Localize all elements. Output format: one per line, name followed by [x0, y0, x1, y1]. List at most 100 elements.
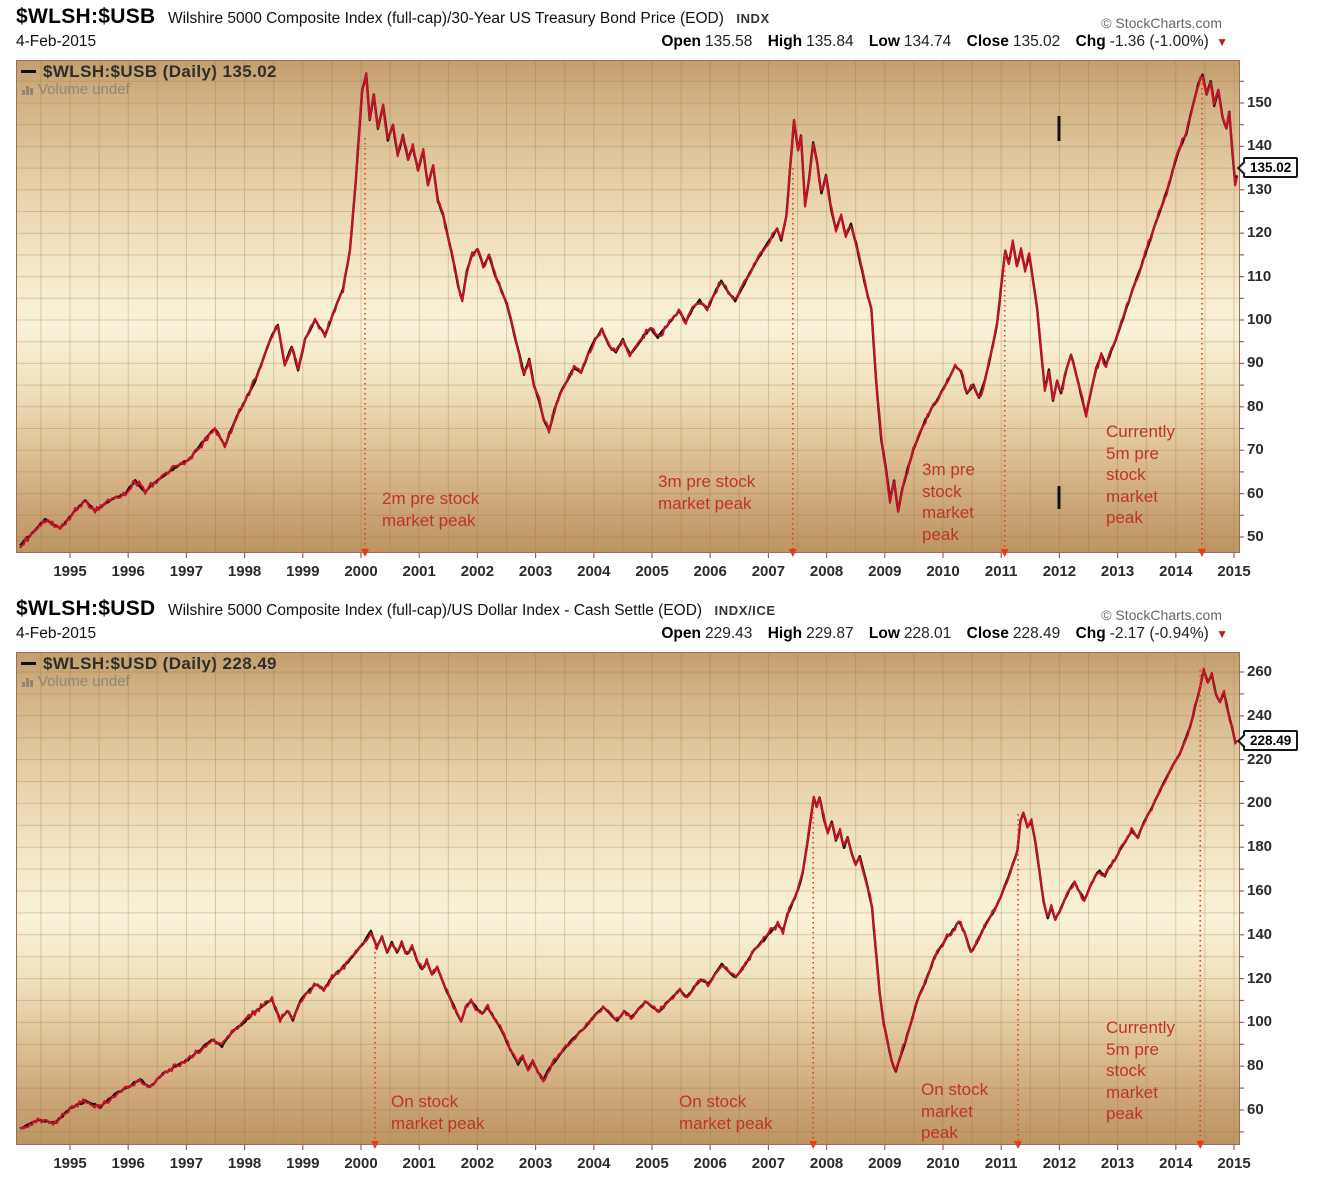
- x-axis-label: 2011: [984, 1155, 1018, 1172]
- annotation-text: Currently 5m pre stock market peak: [1106, 422, 1175, 527]
- chart-date: 4-Feb-2015: [16, 625, 97, 642]
- x-axis-label: 1999: [286, 1155, 320, 1172]
- quote-strip: Open 135.58 High 135.84 Low 134.74 Close 135…: [650, 33, 1228, 51]
- annotation-text: On stock market peak: [921, 1080, 989, 1142]
- x-axis-label: 2014: [1159, 563, 1193, 580]
- annotation-text: 3m pre stock market peak: [922, 460, 975, 544]
- y-axis-label: 200: [1247, 794, 1273, 812]
- chart-legend: $WLSH:$USD (Daily) 228.49 Volume undef: [21, 654, 277, 690]
- y-axis-label: 220: [1247, 750, 1273, 768]
- high-value: 135.84: [806, 33, 854, 50]
- chart-title: Wilshire 5000 Composite Index (full-cap)…: [167, 10, 724, 27]
- chart-date: 4-Feb-2015: [16, 33, 97, 50]
- chart-title: Wilshire 5000 Composite Index (full-cap)…: [167, 602, 703, 619]
- close-label: Close: [966, 33, 1009, 50]
- annotation-text: Currently 5m pre stock market peak: [1106, 1018, 1175, 1123]
- x-axis-label: 1999: [286, 563, 320, 580]
- y-axis-label: 140: [1247, 925, 1273, 943]
- x-axis-label: 2004: [577, 563, 611, 580]
- x-axis-label: 1997: [169, 563, 204, 580]
- x-axis-label: 1998: [227, 563, 262, 580]
- x-axis-label: 1995: [53, 563, 87, 580]
- y-axis-label: 110: [1247, 267, 1272, 285]
- volume-label: Volume undef: [38, 673, 130, 690]
- y-axis-label: 130: [1247, 180, 1273, 198]
- y-axis-label: 90: [1247, 354, 1264, 372]
- x-axis-label: 2007: [751, 563, 786, 580]
- x-axis-label: 2004: [577, 1155, 611, 1172]
- y-axis-label: 120: [1247, 969, 1273, 987]
- open-label: Open: [661, 625, 701, 642]
- series-line-swatch: [21, 69, 36, 73]
- chart-header: $WLSH:$USD Wilshire 5000 Composite Index…: [16, 597, 1308, 623]
- y-axis-label: 70: [1247, 441, 1264, 459]
- x-axis-label: 1995: [53, 1155, 87, 1172]
- x-axis-label: 1997: [169, 1155, 204, 1172]
- change-label: Chg: [1075, 625, 1106, 642]
- x-axis-label: 2006: [693, 563, 727, 580]
- x-axis-label: 2000: [344, 563, 378, 580]
- x-axis-label: 1996: [111, 563, 145, 580]
- x-axis-label: 2003: [518, 1155, 553, 1172]
- change-value: -1.36 (-1.00%): [1109, 33, 1209, 50]
- change-label: Chg: [1075, 33, 1106, 50]
- y-axis-label: 150: [1247, 94, 1273, 111]
- annotation-text: 3m pre stock market peak: [658, 472, 756, 513]
- ticker-symbol: $WLSH:$USD: [16, 597, 156, 620]
- x-axis-label: 2012: [1042, 1155, 1077, 1172]
- last-price-tag: 228.49: [1243, 730, 1299, 751]
- last-price-tag: 135.02: [1243, 157, 1299, 178]
- x-axis-label: 2010: [926, 1155, 960, 1172]
- y-axis-label: 60: [1247, 1101, 1264, 1118]
- x-axis-label: 2005: [635, 1155, 669, 1172]
- low-value: 228.01: [903, 625, 952, 642]
- volume-bars-icon: [22, 678, 33, 687]
- annotation-text: On stock market peak: [391, 1092, 485, 1133]
- x-axis-label: 2015: [1217, 563, 1251, 580]
- chart-panel-usd: $WLSH:$USD Wilshire 5000 Composite Index…: [0, 592, 1318, 1184]
- ticker-symbol: $WLSH:$USB: [16, 5, 156, 28]
- y-axis-label: 100: [1247, 311, 1273, 328]
- plot-area: $WLSH:$USB (Daily) 135.02 Volume undef 2…: [16, 60, 1240, 553]
- quote-strip: Open 229.43 High 229.87 Low 228.01 Close 228…: [650, 625, 1228, 643]
- change-value: -2.17 (-0.94%): [1109, 625, 1209, 642]
- legend-series-label: $WLSH:$USD (Daily) 228.49: [43, 654, 277, 673]
- x-axis-label: 2008: [809, 1155, 844, 1172]
- close-label: Close: [966, 625, 1009, 642]
- x-axis-label: 2015: [1217, 1155, 1251, 1172]
- close-value: 135.02: [1012, 33, 1061, 50]
- y-axis-label: 180: [1247, 838, 1273, 856]
- plot-area: $WLSH:$USD (Daily) 228.49 Volume undef O…: [16, 652, 1240, 1145]
- x-axis-label: 2003: [518, 563, 553, 580]
- x-axis-label: 2000: [344, 1155, 378, 1172]
- x-axis-label: 1996: [111, 1155, 145, 1172]
- annotation-text: 2m pre stock market peak: [382, 489, 480, 530]
- x-axis-label: 2008: [809, 563, 844, 580]
- x-axis-label: 2012: [1042, 563, 1077, 580]
- y-axis-label: 80: [1247, 397, 1264, 415]
- chart-panel-usb: $WLSH:$USB Wilshire 5000 Composite Index…: [0, 0, 1318, 592]
- open-value: 229.43: [704, 625, 753, 642]
- chart-header: $WLSH:$USB Wilshire 5000 Composite Index…: [16, 5, 1308, 31]
- quote-row: 4-Feb-2015 Open 135.58 High 135.84 Low 134.…: [16, 33, 1308, 51]
- x-axis-label: 1998: [227, 1155, 262, 1172]
- y-axis-label: 260: [1247, 663, 1273, 680]
- low-label: Low: [868, 33, 900, 50]
- change-down-arrow-icon: ▼: [1216, 627, 1228, 641]
- change-down-arrow-icon: ▼: [1216, 35, 1228, 49]
- annotation-text: On stock market peak: [679, 1092, 773, 1133]
- open-label: Open: [661, 33, 701, 50]
- legend-series-label: $WLSH:$USB (Daily) 135.02: [43, 62, 277, 81]
- y-axis-label: 140: [1247, 137, 1273, 155]
- y-axis-label: 100: [1247, 1013, 1273, 1031]
- x-axis-label: 2013: [1100, 1155, 1135, 1172]
- volume-label: Volume undef: [38, 81, 130, 98]
- x-axis-label: 2007: [751, 1155, 786, 1172]
- x-axis-label: 2009: [868, 1155, 902, 1172]
- y-axis-label: 120: [1247, 224, 1273, 242]
- x-axis-label: 2009: [868, 563, 902, 580]
- x-axis-label: 2010: [926, 563, 960, 580]
- copyright-label: © StockCharts.com: [1101, 607, 1222, 623]
- x-axis-label: 2001: [402, 563, 436, 580]
- y-axis-label: 160: [1247, 882, 1273, 899]
